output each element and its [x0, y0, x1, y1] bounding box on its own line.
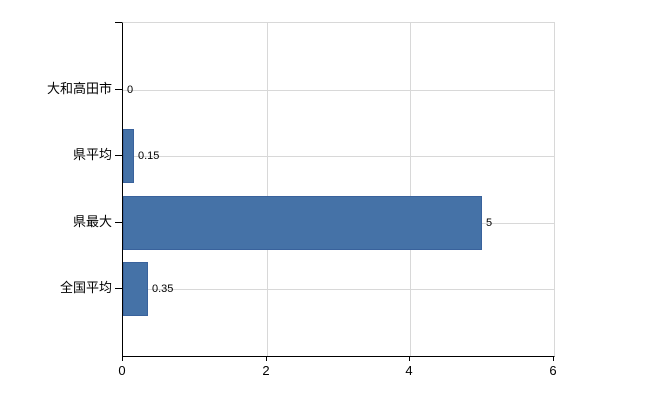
vertical-gridline	[267, 23, 268, 356]
x-axis-tick-label: 6	[549, 363, 557, 378]
y-axis-tick	[115, 288, 122, 289]
bar-value-label: 0.35	[152, 283, 174, 295]
y-axis-tick	[115, 89, 122, 90]
bar-4	[123, 262, 148, 316]
x-axis-tick-label: 0	[118, 363, 126, 378]
category-label: 大和高田市	[46, 81, 112, 96]
x-axis-tick	[553, 356, 554, 361]
y-axis-tick	[115, 222, 122, 223]
horizontal-gridline	[123, 156, 554, 157]
y-axis-tick	[115, 155, 122, 156]
plot-area: 0 0.15 5 0.35	[122, 22, 555, 357]
x-axis-tick	[266, 356, 267, 361]
bar-2	[123, 129, 134, 183]
x-axis-tick	[409, 356, 410, 361]
bar-value-label: 0.15	[138, 150, 160, 162]
x-axis-tick	[122, 356, 123, 361]
horizontal-gridline	[123, 289, 554, 290]
category-label: 県平均	[72, 147, 112, 162]
category-label: 全国平均	[59, 280, 112, 295]
bar-value-label: 0	[127, 84, 134, 96]
bar-3	[123, 196, 482, 250]
vertical-gridline	[410, 23, 411, 356]
y-axis-top-tick	[115, 22, 122, 23]
category-label: 県最大	[72, 214, 112, 229]
horizontal-gridline	[123, 90, 554, 91]
bar-value-label: 5	[486, 217, 493, 229]
x-axis-tick-label: 2	[262, 363, 270, 378]
x-axis-tick-label: 4	[405, 363, 413, 378]
